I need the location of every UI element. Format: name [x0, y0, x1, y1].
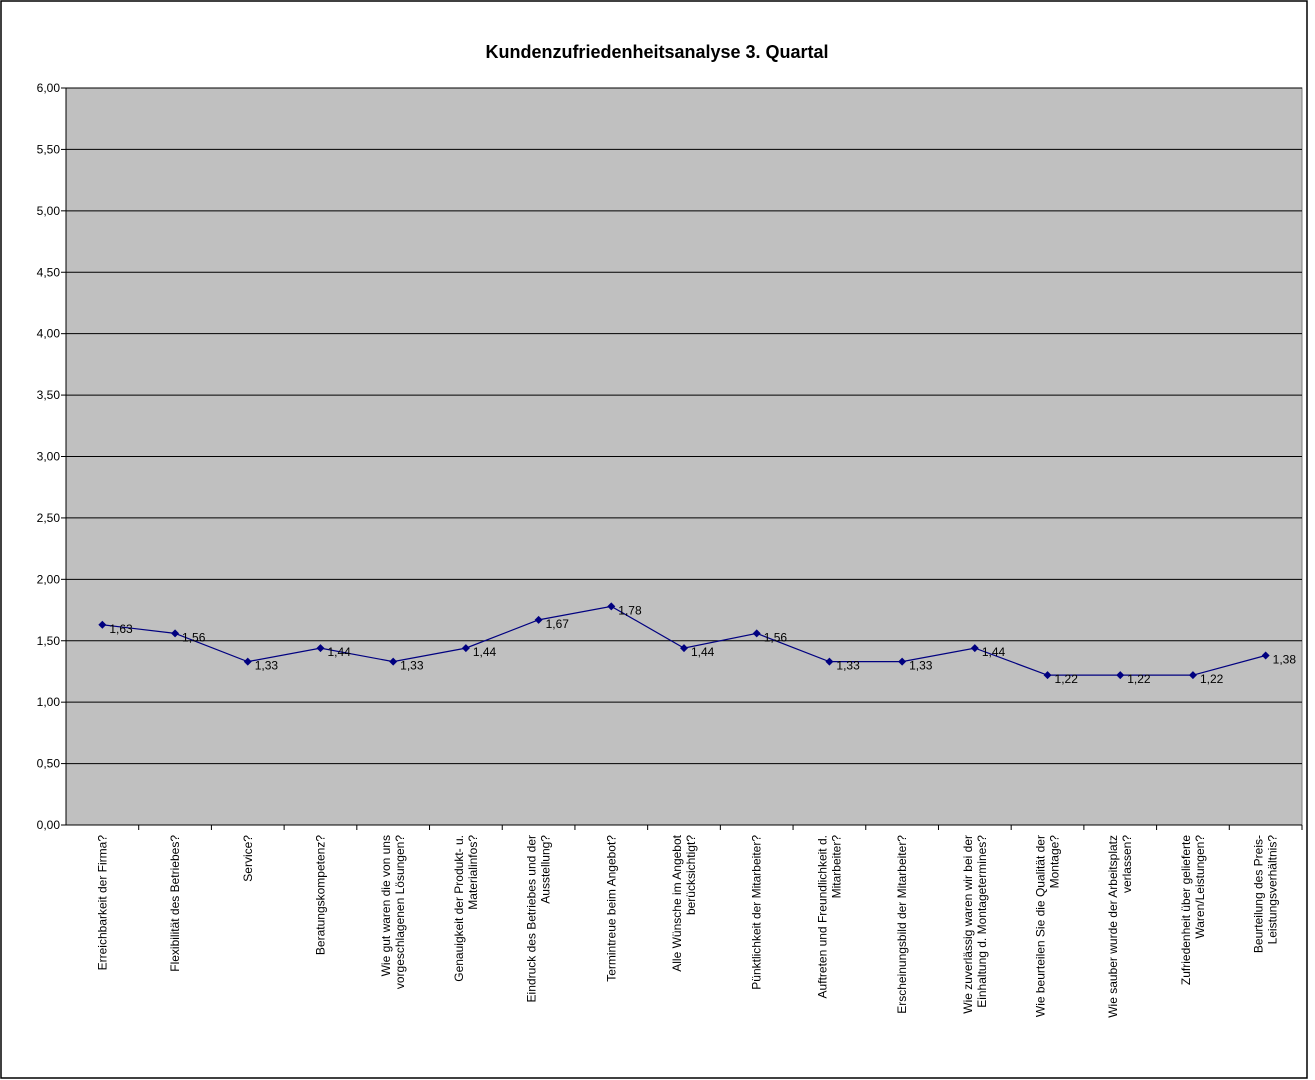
x-tick-label: Wie zuverlässig waren wir bei derEinhalt…	[961, 835, 989, 1014]
data-label: 1,63	[109, 622, 133, 636]
x-tick-label: Wie sauber wurde der Arbeitsplatzverlass…	[1106, 835, 1134, 1018]
data-label: 1,38	[1273, 652, 1297, 666]
data-point	[243, 657, 252, 666]
data-point	[607, 602, 616, 611]
x-tick-label: Wie gut waren die von unsvorgeschlagenen…	[379, 835, 407, 989]
x-tick-label: Alle Wünsche im Angebotberücksichtigt?	[670, 834, 698, 971]
x-tick-label: Wie beurteilen Sie die Qualität derMonta…	[1034, 835, 1062, 1017]
x-tick-label: Erreichbarkeit der Firma?	[95, 835, 109, 971]
y-tick-label: 3,00	[37, 450, 61, 464]
data-label: 1,44	[473, 645, 497, 659]
data-label: 1,78	[618, 603, 642, 617]
data-label: 1,33	[909, 659, 933, 673]
y-tick-label: 3,50	[37, 388, 61, 402]
data-label: 1,33	[255, 659, 279, 673]
y-tick-label: 6,00	[37, 81, 61, 95]
y-tick-label: 2,50	[37, 511, 61, 525]
y-tick-label: 1,50	[37, 634, 61, 648]
data-point	[898, 657, 907, 666]
data-label: 1,56	[764, 630, 788, 644]
data-point	[389, 657, 398, 666]
data-point	[680, 644, 688, 653]
y-tick-label: 4,50	[37, 265, 61, 279]
x-tick-label: Service?	[241, 835, 255, 882]
data-label: 1,22	[1127, 672, 1151, 686]
data-point	[752, 629, 761, 638]
y-tick-label: 2,00	[37, 572, 61, 586]
data-point	[1188, 671, 1197, 680]
data-point	[1043, 671, 1052, 680]
x-tick-label: Auftreten und Freundlichkeit d.Mitarbeit…	[815, 835, 843, 999]
data-label: 1,56	[182, 630, 206, 644]
data-label: 1,33	[836, 659, 860, 673]
data-point	[534, 615, 543, 624]
y-tick-label: 5,50	[37, 142, 61, 156]
y-tick-label: 0,50	[37, 757, 61, 771]
x-tick-label: Erscheinungsbild der Mitarbeiter?	[895, 835, 909, 1014]
data-point	[171, 629, 180, 638]
y-tick-label: 5,00	[37, 204, 61, 218]
data-label: 1,67	[546, 617, 570, 631]
x-tick-label: Beratungskompetenz?	[313, 835, 327, 955]
x-tick-label: Termintreue beim Angebot?	[604, 835, 618, 982]
x-tick-label: Flexibilität des Betriebes?	[168, 835, 182, 972]
data-label: 1,22	[1055, 672, 1079, 686]
data-point	[1261, 651, 1270, 660]
x-tick-label: Eindruck des Betriebes und derAusstellun…	[525, 835, 553, 1003]
data-label: 1,33	[400, 659, 424, 673]
x-tick-label: Beurteilung des Preis-Leistungsverhältni…	[1252, 835, 1280, 953]
x-tick-label: Pünktlichkeit der Mitarbeiter?	[750, 835, 764, 990]
data-point	[461, 644, 470, 653]
x-tick-label: Genauigkeit der Produkt- u.Materialinfos…	[452, 835, 480, 982]
data-point	[825, 657, 834, 666]
y-tick-label: 1,00	[37, 695, 61, 709]
data-point	[970, 644, 979, 653]
data-label: 1,44	[691, 645, 715, 659]
chart-title: Kundenzufriedenheitsanalyse 3. Quartal	[485, 42, 828, 62]
data-point	[1116, 671, 1125, 680]
data-label: 1,22	[1200, 672, 1224, 686]
x-tick-label: Zufriedenheit über gelieferteWaren/Leist…	[1179, 835, 1207, 985]
data-label: 1,44	[982, 645, 1006, 659]
data-point	[316, 644, 325, 653]
y-tick-label: 4,00	[37, 327, 61, 341]
data-label: 1,44	[327, 645, 351, 659]
data-point	[98, 620, 107, 629]
y-tick-label: 0,00	[37, 818, 61, 832]
